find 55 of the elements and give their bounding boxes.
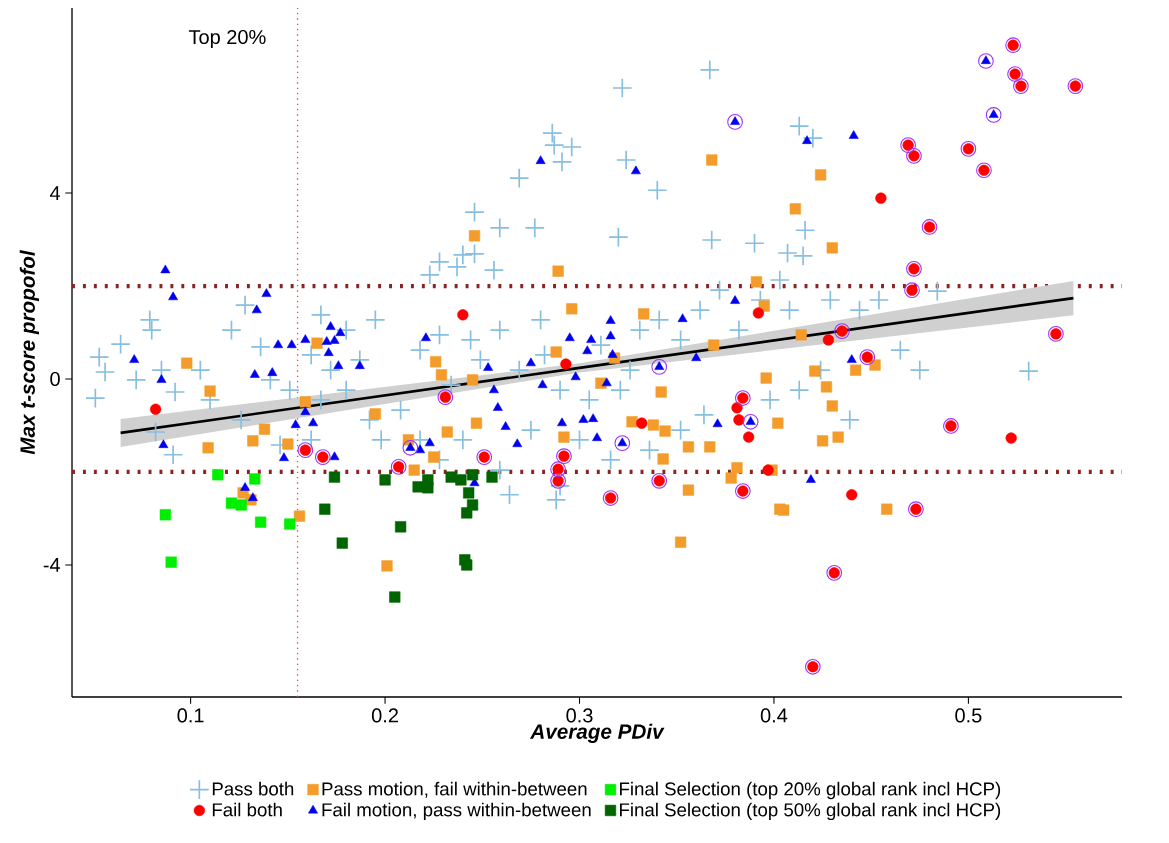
- x-tick-label: 0.3: [566, 708, 593, 723]
- point: [762, 464, 774, 476]
- y-tick-label: -4: [43, 558, 61, 572]
- point: [319, 503, 331, 515]
- point: [455, 474, 467, 486]
- point: [733, 414, 745, 426]
- point: [235, 499, 247, 511]
- point: [614, 435, 631, 452]
- point: [1005, 432, 1017, 444]
- point: [985, 107, 1002, 123]
- point: [255, 516, 267, 528]
- point: [466, 469, 479, 481]
- point: [284, 518, 296, 530]
- x-tick-label: 0.5: [955, 708, 982, 723]
- y-axis-title: Max t-score propofol: [19, 249, 40, 455]
- legend-label: Final Selection (top 20% global rank incl HCP): [620, 781, 1001, 800]
- point: [752, 307, 764, 319]
- point: [249, 473, 261, 485]
- point: [150, 403, 162, 415]
- x-tick-label: 0.1: [177, 708, 204, 723]
- x-axis-title: Average PDiv: [529, 723, 665, 743]
- x-tick-label: 0.4: [760, 708, 788, 723]
- point: [846, 489, 858, 501]
- point: [463, 487, 475, 499]
- point: [822, 334, 834, 346]
- point: [743, 431, 755, 443]
- point: [159, 509, 171, 521]
- legend-label: Fail motion, pass within-between: [322, 802, 591, 821]
- point: [727, 114, 743, 130]
- point: [457, 309, 469, 321]
- point: [422, 482, 434, 494]
- x-tick-label: 0.2: [371, 708, 398, 723]
- y-tick-label: 4: [49, 186, 61, 200]
- point: [461, 507, 473, 519]
- point: [412, 481, 424, 493]
- y-tick-label: 0: [50, 371, 60, 387]
- legend-label: Pass both: [212, 781, 294, 796]
- point: [636, 417, 648, 429]
- point: [978, 53, 994, 69]
- point: [742, 413, 759, 430]
- point: [651, 359, 668, 375]
- point: [395, 521, 407, 533]
- point: [389, 591, 401, 603]
- point: [165, 556, 177, 568]
- point: [336, 537, 348, 549]
- point: [560, 358, 572, 370]
- legend-label: Pass motion, fail within-between: [322, 781, 587, 798]
- legend-label: Fail both: [212, 802, 282, 817]
- point: [379, 474, 391, 486]
- legend-label: Final Selection (top 50% global rank incl HCP): [620, 802, 1001, 821]
- point: [875, 192, 887, 204]
- annotation: Top 20%: [188, 29, 266, 49]
- point: [328, 471, 341, 483]
- point: [461, 559, 473, 571]
- point: [212, 469, 224, 481]
